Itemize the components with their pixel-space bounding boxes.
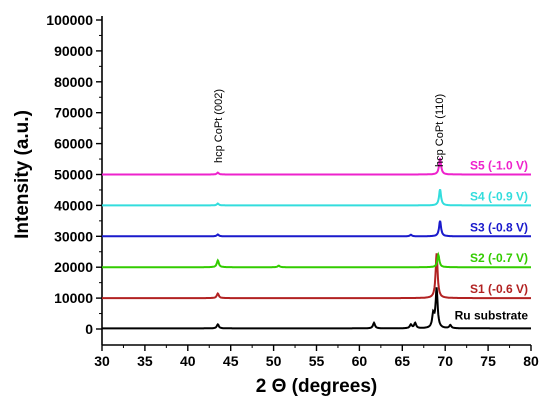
y-tick-label: 60000 [54, 136, 93, 152]
x-tick-label: 30 [94, 353, 110, 369]
y-axis-title: Intensity (a.u.) [12, 110, 33, 239]
y-tick-label: 40000 [54, 197, 93, 213]
series-line-1 [102, 253, 531, 300]
x-tick-label: 65 [395, 353, 411, 369]
series-line-2 [102, 251, 531, 269]
series-line-3 [102, 220, 531, 238]
x-tick-label: 70 [437, 353, 453, 369]
peak-annotations: hcp CoPt (002) hcp CoPt (110) [213, 89, 446, 167]
peak-annotation: hcp CoPt (110) [434, 94, 446, 167]
y-tick-label: 0 [85, 321, 93, 337]
series-label-3: S3 (-0.8 V) [470, 220, 528, 234]
series-line-4 [102, 189, 531, 207]
x-tick-label: 35 [137, 353, 153, 369]
series-line-5 [102, 157, 531, 176]
x-tick-label: 80 [523, 353, 539, 369]
axes: 0 10000 20000 30000 40000 50000 60000 70000 8000… [46, 12, 539, 369]
y-tick-label: 80000 [54, 74, 93, 90]
y-tick-label: 30000 [54, 228, 93, 244]
x-tick-label: 40 [180, 353, 196, 369]
series-line-0 [102, 287, 531, 330]
series-lines [102, 157, 531, 330]
series-label-1: S1 (-0.6 V) [470, 282, 528, 296]
series-label-0: Ru substrate [455, 308, 529, 322]
x-axis-title: 2 Θ (degrees) [256, 376, 377, 397]
x-tick-label: 45 [223, 353, 239, 369]
y-tick-label: 70000 [54, 105, 93, 121]
series-label-2: S2 (-0.7 V) [470, 251, 528, 265]
x-tick-label: 75 [480, 353, 496, 369]
y-tick-label: 20000 [54, 259, 93, 275]
series-label-5: S5 (-1.0 V) [470, 159, 528, 173]
series-labels: Ru substrate S1 (-0.6 V) S2 (-0.7 V) S3 (-0… [455, 159, 529, 323]
y-tick-label: 10000 [54, 290, 93, 306]
y-tick-label: 50000 [54, 167, 93, 183]
series-label-4: S4 (-0.9 V) [470, 189, 528, 203]
y-tick-label: 100000 [46, 12, 93, 28]
x-tick-label: 50 [266, 353, 282, 369]
x-tick-label: 55 [309, 353, 325, 369]
peak-annotation: hcp CoPt (002) [213, 89, 225, 163]
x-tick-label: 60 [352, 353, 368, 369]
y-tick-label: 90000 [54, 43, 93, 59]
